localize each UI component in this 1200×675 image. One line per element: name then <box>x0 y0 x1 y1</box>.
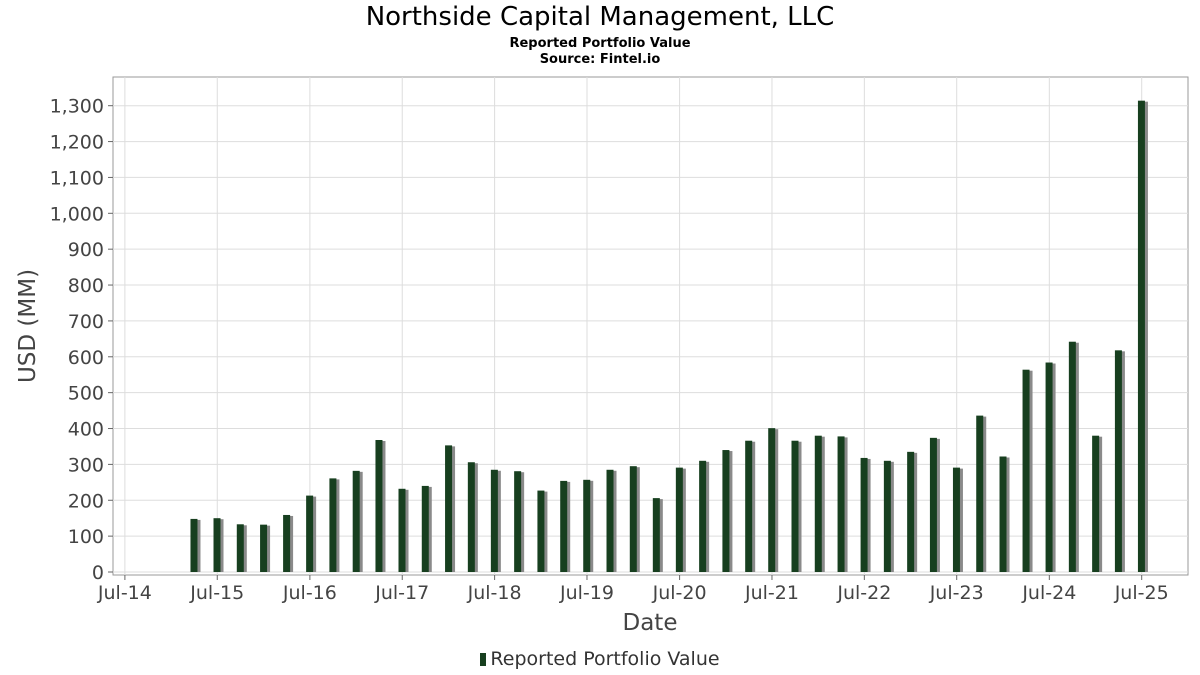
x-tick-label: Jul-20 <box>652 582 707 604</box>
bar <box>306 495 314 572</box>
bar <box>283 514 291 572</box>
y-tick-label: 1,300 <box>50 96 104 118</box>
x-tick-label: Jul-17 <box>374 582 429 604</box>
x-tick-label: Jul-16 <box>282 582 337 604</box>
chart-subtitle: Reported Portfolio Value <box>509 36 691 51</box>
x-tick-label: Jul-15 <box>189 582 244 604</box>
bar <box>1045 362 1053 572</box>
y-tick-label: 1,000 <box>50 203 104 225</box>
y-tick-label: 800 <box>68 275 104 297</box>
x-tick-label: Jul-21 <box>744 582 799 604</box>
y-axis-label: USD (MM) <box>15 269 41 383</box>
x-tick-label: Jul-14 <box>97 582 152 604</box>
chart-source: Source: Fintel.io <box>539 52 661 67</box>
y-tick-label: 1,100 <box>50 167 104 189</box>
x-axis-ticks: Jul-14 Jul-15 Jul-16 Jul-17 Jul-18 Jul-19 Jul-… <box>97 575 1169 604</box>
x-tick-label: Jul-24 <box>1021 582 1076 604</box>
bar <box>190 518 198 572</box>
y-tick-label: 200 <box>68 490 104 512</box>
x-tick-label: Jul-23 <box>929 582 984 604</box>
bar <box>375 440 383 572</box>
bar <box>1137 100 1145 572</box>
legend: Reported Portfolio Value <box>0 648 1200 670</box>
bar <box>1068 341 1076 572</box>
bar <box>652 498 660 572</box>
bar <box>490 469 498 572</box>
bar <box>467 462 475 572</box>
bar <box>791 440 799 572</box>
x-tick-label: Jul-25 <box>1114 582 1169 604</box>
bar <box>421 485 429 572</box>
y-tick-label: 1,200 <box>50 132 104 154</box>
bar <box>398 488 406 572</box>
y-tick-label: 0 <box>92 562 104 584</box>
x-tick-label: Jul-18 <box>467 582 522 604</box>
bar <box>837 436 845 572</box>
x-axis-label: Date <box>623 610 678 636</box>
x-tick-label: Jul-22 <box>836 582 891 604</box>
bar <box>976 415 984 572</box>
bar <box>329 478 337 572</box>
y-tick-label: 600 <box>68 347 104 369</box>
bar <box>768 428 776 572</box>
bars <box>190 100 1148 572</box>
bar <box>606 469 614 572</box>
bar <box>213 518 221 572</box>
legend-label: Reported Portfolio Value <box>490 648 720 670</box>
bar <box>260 524 268 572</box>
bar <box>352 470 360 572</box>
bar <box>814 435 822 572</box>
bar <box>1092 435 1100 572</box>
bar <box>537 490 545 572</box>
legend-swatch <box>480 653 487 666</box>
y-tick-label: 400 <box>68 419 104 441</box>
bar <box>745 440 753 572</box>
bar <box>999 456 1007 572</box>
bar <box>1114 350 1122 572</box>
bar <box>514 471 522 572</box>
y-tick-label: 300 <box>68 454 104 476</box>
y-tick-label: 900 <box>68 239 104 261</box>
chart-title: Northside Capital Management, LLC <box>365 2 835 32</box>
bar <box>883 460 891 572</box>
bar <box>699 460 707 572</box>
bar <box>860 457 868 572</box>
y-tick-label: 700 <box>68 311 104 333</box>
x-tick-label: Jul-19 <box>559 582 614 604</box>
bar <box>952 467 960 572</box>
bar <box>722 450 730 572</box>
bar <box>929 437 937 572</box>
bar <box>236 524 244 572</box>
bar <box>445 445 453 572</box>
bar <box>675 467 683 572</box>
y-axis-ticks: 0 100 200 300 400 500 600 700 800 900 1,000 1,100 1,… <box>50 96 113 584</box>
bar <box>629 466 637 572</box>
y-tick-label: 500 <box>68 383 104 405</box>
bar <box>583 479 591 572</box>
y-tick-label: 100 <box>68 526 104 548</box>
bar <box>907 451 915 572</box>
bar <box>1022 369 1030 572</box>
bar <box>560 480 568 572</box>
